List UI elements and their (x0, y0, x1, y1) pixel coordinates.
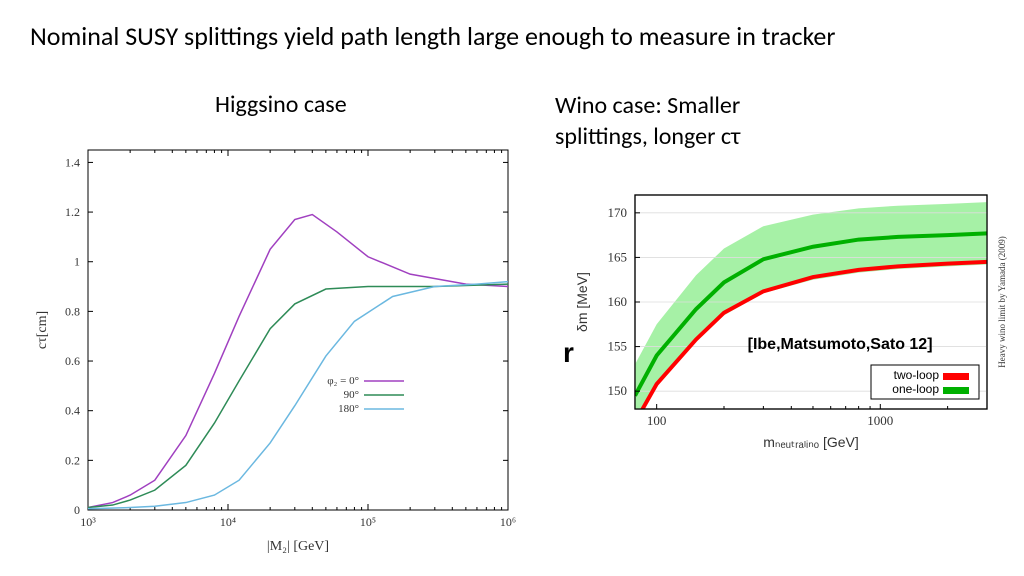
svg-text:0.4: 0.4 (65, 404, 80, 418)
svg-text:150: 150 (608, 383, 628, 398)
svg-text:10⁶: 10⁶ (500, 515, 516, 529)
svg-text:10⁴: 10⁴ (220, 515, 236, 529)
svg-text:0.2: 0.2 (65, 453, 80, 467)
svg-text:100: 100 (647, 413, 667, 428)
svg-text:1000: 1000 (867, 413, 893, 428)
svg-text:10⁵: 10⁵ (360, 515, 376, 529)
svg-text:δm [MeV]: δm [MeV] (574, 272, 590, 332)
svg-text:160: 160 (608, 294, 628, 309)
svg-text:r: r (563, 337, 574, 368)
svg-text:155: 155 (608, 339, 628, 354)
svg-text:90°: 90° (344, 389, 359, 401)
svg-text:180°: 180° (338, 403, 359, 415)
svg-text:Heavy wino limit by Yamada (20: Heavy wino limit by Yamada (2009) (997, 236, 1007, 367)
wino-chart: 150 155 160 165 170 100 1000 mₙₑᵤₜᵣₐₗᵢₙₒ [GeV] δ… (555, 185, 1015, 455)
svg-text:1: 1 (74, 255, 80, 269)
svg-text:mₙₑᵤₜᵣₐₗᵢₙₒ [GeV]: mₙₑᵤₜᵣₐₗᵢₙₒ [GeV] (763, 434, 859, 450)
svg-text:0: 0 (74, 503, 80, 517)
svg-text:1.4: 1.4 (65, 155, 80, 169)
svg-text:|M₂| [GeV]: |M₂| [GeV] (267, 539, 329, 554)
higgsino-title: Higgsino case (215, 90, 347, 119)
higgsino-chart: 0 0.2 0.4 0.6 0.8 1 1.2 1.4 10³ 10⁴ 10⁵ 10⁶ |M₂| [Ge… (30, 140, 520, 560)
svg-text:[Ibe,Matsumoto,Sato 12]: [Ibe,Matsumoto,Sato 12] (748, 336, 933, 353)
page-title: Nominal SUSY splittings yield path lengt… (30, 20, 835, 52)
svg-text:φ₂ = 0°: φ₂ = 0° (327, 375, 359, 387)
wino-title: Wino case: Smaller splittings, longer cτ (555, 90, 835, 152)
svg-text:0.8: 0.8 (65, 304, 80, 318)
svg-text:1.2: 1.2 (65, 205, 80, 219)
svg-text:165: 165 (608, 249, 628, 264)
svg-text:cτ[cm]: cτ[cm] (35, 311, 50, 349)
svg-text:170: 170 (608, 205, 628, 220)
svg-text:two-loop: two-loop (894, 368, 940, 382)
svg-text:0.6: 0.6 (65, 354, 80, 368)
svg-text:10³: 10³ (80, 515, 96, 529)
svg-text:one-loop: one-loop (892, 382, 939, 396)
